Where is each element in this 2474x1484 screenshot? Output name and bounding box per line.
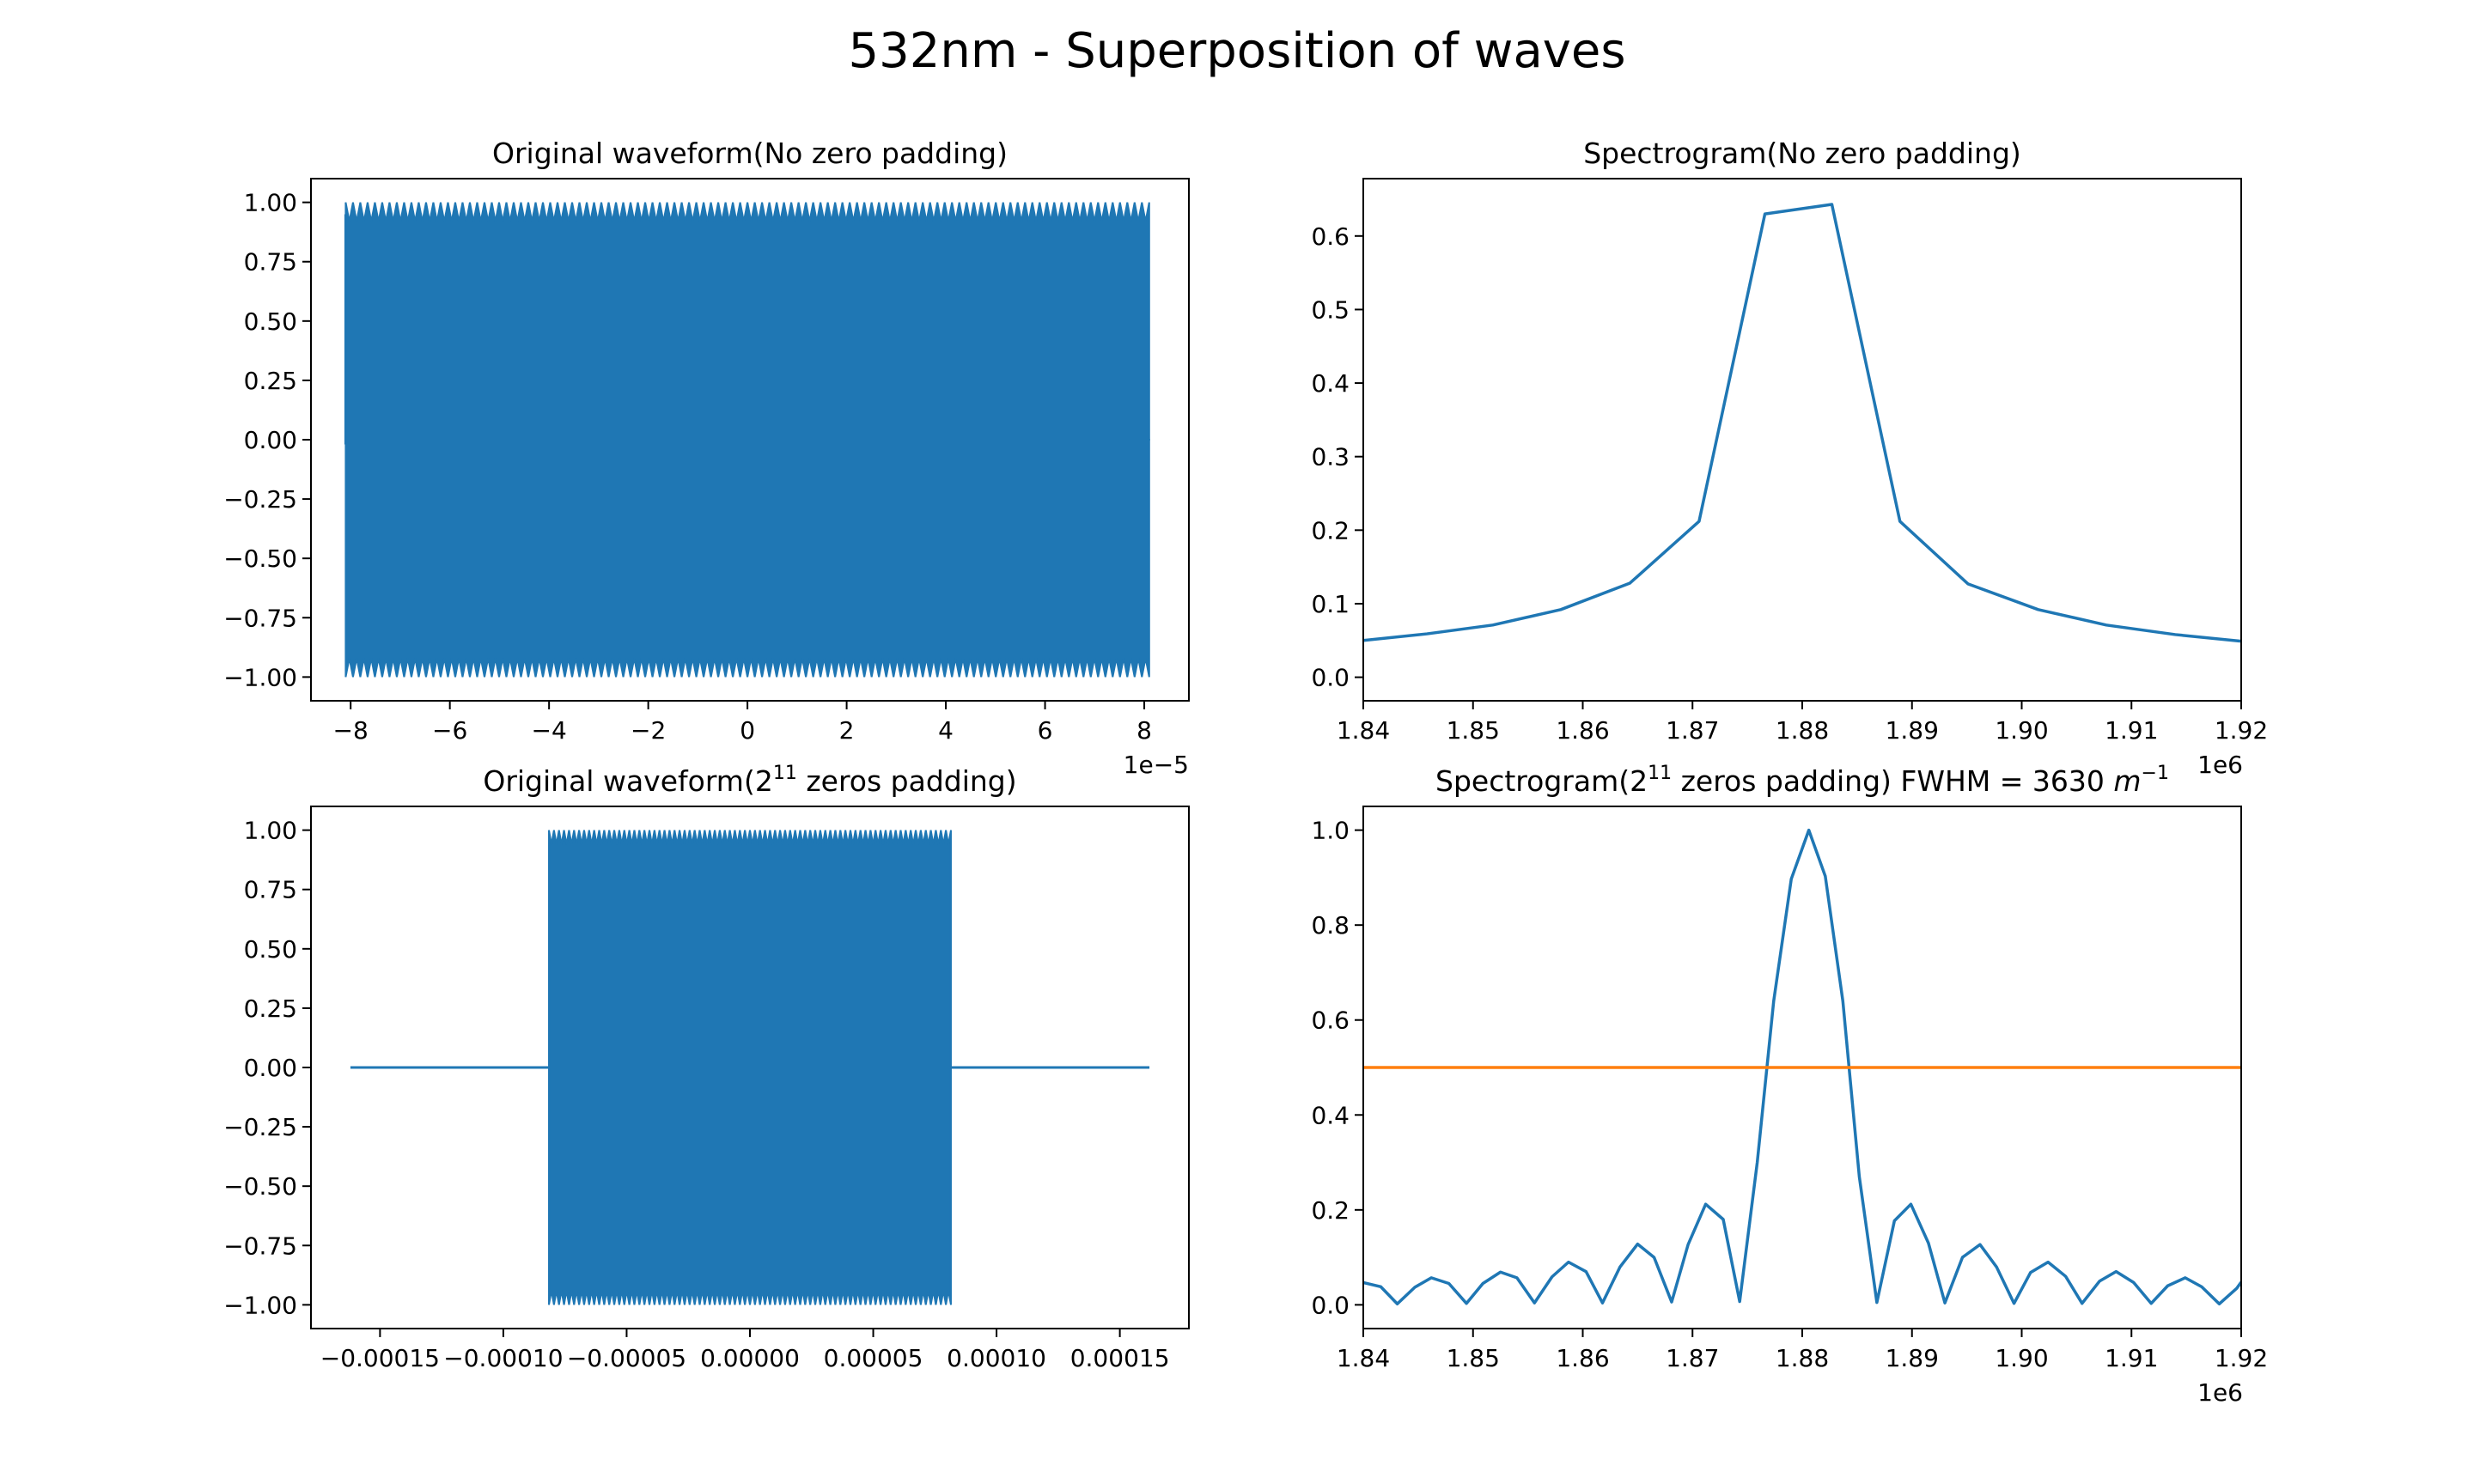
waveform-no-padding-ytick-label: −1.00 <box>223 663 297 691</box>
spectrogram-no-padding-x-offset-label: 1e6 <box>2197 751 2243 779</box>
spectrogram-no-padding-xtick-label: 1.89 <box>1886 716 1939 745</box>
spectrogram-zero-padding-title: Spectrogram(211 zeros padding) FWHM = 36… <box>1435 763 2169 798</box>
spectrogram-no-padding-xtick-label: 1.92 <box>2215 716 2268 745</box>
spectrogram-no-padding-ytick-label: 0.6 <box>1311 222 1350 251</box>
spectrogram-zero-padding-xtick-label: 1.85 <box>1447 1344 1500 1372</box>
waveform-no-padding-ytick-label: −0.25 <box>223 485 297 514</box>
waveform-zero-padding-xtick-label: −0.00005 <box>567 1344 686 1372</box>
waveform-zero-padding-xtick-label: 0.00015 <box>1070 1344 1170 1372</box>
waveform-zero-padding-panel: −0.00015 −0.00010 −0.00005 0.00000 0.00005 0.… <box>223 763 1190 1372</box>
spectrogram-zero-padding-panel: 1.84 1.85 1.86 1.87 1.88 1.89 1.90 1.91 1.92 0.0 0… <box>1311 763 2268 1407</box>
spectrogram-no-padding-ytick-label: 0.5 <box>1311 295 1350 324</box>
waveform-no-padding-series-1-lower-envelope <box>344 439 1150 678</box>
spectrogram-zero-padding-xtick-label: 1.92 <box>2215 1344 2268 1372</box>
waveform-no-padding-x-offset-label: 1e−5 <box>1124 751 1189 779</box>
waveform-zero-padding-xtick-label: 0.00010 <box>947 1344 1046 1372</box>
spectrogram-zero-padding-xtick-label: 1.88 <box>1776 1344 1829 1372</box>
waveform-no-padding-ytick-label: 0.00 <box>244 426 297 454</box>
figure-suptitle: 532nm - Superposition of waves <box>848 23 1625 79</box>
waveform-no-padding-ytick-label: 0.75 <box>244 248 297 277</box>
spectrogram-zero-padding-ytick-label: 0.8 <box>1311 911 1350 940</box>
spectrogram-no-padding-ytick-label: 0.2 <box>1311 516 1350 544</box>
spectrogram-zero-padding-xtick-label: 1.86 <box>1556 1344 1609 1372</box>
waveform-no-padding-xtick-label: 4 <box>938 716 954 745</box>
spectrogram-no-padding-title: Spectrogram(No zero padding) <box>1583 137 2021 170</box>
spectrogram-no-padding-ytick-label: 0.0 <box>1311 664 1350 692</box>
spectrogram-no-padding-xtick-label: 1.85 <box>1447 716 1500 745</box>
spectrogram-zero-padding-xtick-label: 1.84 <box>1337 1344 1390 1372</box>
spectrogram-zero-padding-xtick-label: 1.90 <box>1995 1344 2048 1372</box>
waveform-no-padding-xtick-label: −6 <box>432 716 467 745</box>
waveform-zero-padding-xtick-label: −0.00015 <box>320 1344 440 1372</box>
waveform-no-padding-ytick-label: 0.25 <box>244 367 297 395</box>
waveform-no-padding-data <box>344 202 1150 678</box>
spectrogram-zero-padding-ytick-label: 1.0 <box>1311 817 1350 845</box>
spectrogram-no-padding-xtick-label: 1.87 <box>1666 716 1719 745</box>
spectrogram-zero-padding-x-offset-label: 1e6 <box>2197 1378 2243 1407</box>
spectrogram-zero-padding-xtick-label: 1.91 <box>2105 1344 2158 1372</box>
waveform-zero-padding-title: Original waveform(211 zeros padding) <box>483 763 1016 798</box>
waveform-no-padding-xtick-label: 8 <box>1136 716 1152 745</box>
waveform-no-padding-ytick-label: 0.50 <box>244 307 297 336</box>
waveform-no-padding-xtick-label: −2 <box>631 716 666 745</box>
spectrogram-no-padding-xtick-label: 1.86 <box>1556 716 1609 745</box>
waveform-zero-padding-xtick-label: 0.00005 <box>824 1344 923 1372</box>
waveform-no-padding-xtick-label: 2 <box>839 716 855 745</box>
waveform-no-padding-title: Original waveform(No zero padding) <box>492 137 1008 170</box>
spectrogram-zero-padding-series-1-line <box>1363 828 2241 1306</box>
spectrogram-no-padding-xtick-label: 1.90 <box>1995 716 2048 745</box>
waveform-no-padding-ytick-label: −0.50 <box>223 544 297 573</box>
waveform-no-padding-xtick-label: −4 <box>532 716 567 745</box>
waveform-zero-padding-xtick-label: 0.00000 <box>700 1344 800 1372</box>
spectrogram-no-padding-xtick-label: 1.91 <box>2105 716 2158 745</box>
waveform-no-padding-xtick-label: 6 <box>1038 716 1053 745</box>
waveform-zero-padding-series-1-upper-envelope <box>548 830 952 1068</box>
spectrogram-no-padding-panel: 1.84 1.85 1.86 1.87 1.88 1.89 1.90 1.91 1.92 0.0 0… <box>1311 137 2268 779</box>
waveform-no-padding-series-1-upper-envelope <box>344 202 1150 441</box>
waveform-zero-padding-ytick-label: 0.75 <box>244 876 297 904</box>
waveform-zero-padding-ytick-label: −0.75 <box>223 1232 297 1260</box>
waveform-zero-padding-xtick-label: −0.00010 <box>443 1344 563 1372</box>
waveform-zero-padding-ytick-label: 1.00 <box>244 817 297 845</box>
spectrogram-no-padding-xtick-label: 1.84 <box>1337 716 1390 745</box>
spectrogram-no-padding-ytick-label: 0.1 <box>1311 590 1350 618</box>
waveform-zero-padding-series-1-lower-envelope <box>548 1067 952 1305</box>
waveform-no-padding-xtick-label: 0 <box>740 716 755 745</box>
spectrogram-zero-padding-ytick-label: 0.0 <box>1311 1291 1350 1319</box>
spectrogram-no-padding-ytick-label: 0.4 <box>1311 369 1350 398</box>
spectrogram-no-padding-data <box>1363 203 2241 643</box>
spectrogram-zero-padding-ytick-label: 0.4 <box>1311 1101 1350 1129</box>
spectrogram-zero-padding-data <box>1363 828 2241 1306</box>
waveform-zero-padding-ytick-label: 0.25 <box>244 994 297 1023</box>
waveform-zero-padding-data <box>350 830 1150 1305</box>
spectrogram-zero-padding-xtick-label: 1.89 <box>1886 1344 1939 1372</box>
waveform-no-padding-panel: −8 −6 −4 −2 0 2 4 6 8 −1.00 −0.75 −0.50 −0.25 0.00 0.2… <box>223 137 1190 779</box>
spectrogram-no-padding-xtick-label: 1.88 <box>1776 716 1829 745</box>
spectrogram-zero-padding-ytick-label: 0.2 <box>1311 1196 1350 1225</box>
waveform-zero-padding-ytick-label: −0.25 <box>223 1113 297 1141</box>
waveform-zero-padding-ytick-label: −1.00 <box>223 1291 297 1319</box>
spectrogram-zero-padding-ytick-label: 0.6 <box>1311 1007 1350 1035</box>
waveform-zero-padding-ytick-label: 0.00 <box>244 1054 297 1082</box>
waveform-no-padding-ytick-label: −0.75 <box>223 604 297 632</box>
waveform-no-padding-xtick-label: −8 <box>333 716 369 745</box>
waveform-no-padding-ytick-label: 1.00 <box>244 189 297 217</box>
waveform-zero-padding-ytick-label: 0.50 <box>244 935 297 964</box>
waveform-zero-padding-ytick-label: −0.50 <box>223 1172 297 1201</box>
spectrogram-zero-padding-xtick-label: 1.87 <box>1666 1344 1719 1372</box>
spectrogram-no-padding-series-1-line <box>1363 203 2241 643</box>
spectrogram-no-padding-ytick-label: 0.3 <box>1311 443 1350 471</box>
